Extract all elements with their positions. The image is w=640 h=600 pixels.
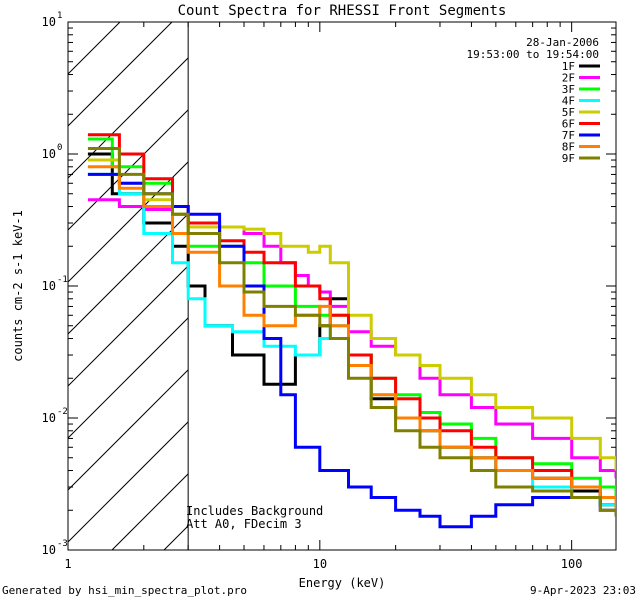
y-tick-label: 10 (42, 279, 56, 293)
footer-generator: Generated by hsi_min_spectra_plot.pro (2, 584, 248, 597)
series-9f (87, 147, 616, 517)
y-tick-exponent: 0 (57, 143, 62, 153)
x-axis-label: Energy (keV) (299, 576, 386, 590)
series-7f (87, 172, 616, 529)
series-4f (87, 172, 616, 511)
y-axis-label-text: counts cm-2 s-1 keV-1 (11, 210, 25, 362)
series-6f (87, 133, 616, 511)
series-lines (87, 133, 616, 529)
y-axis-label: counts cm-2 s-1 keV-1 (11, 210, 25, 362)
annotation-background: Includes Background (186, 504, 323, 518)
x-tick-label: 10 (313, 557, 327, 571)
x-tick-label: 100 (561, 557, 583, 571)
legend-label-9f: 9F (562, 152, 575, 165)
date-label: 28-Jan-2006 (526, 36, 599, 49)
legend-label-7f: 7F (562, 129, 575, 142)
legend-label-8f: 8F (562, 141, 575, 154)
y-tick-label: 10 (42, 543, 56, 557)
time-range-label: 19:53:00 to 19:54:00 (467, 48, 599, 61)
hatch-lines (67, 21, 189, 551)
y-tick-exponent: -3 (57, 539, 68, 549)
chart-title: Count Spectra for RHESSI Front Segments (178, 3, 507, 19)
legend-label-1f: 1F (562, 60, 575, 73)
legend-label-3f: 3F (562, 83, 575, 96)
annotation-attenuator: Att A0, FDecim 3 (186, 517, 302, 531)
legend-label-5f: 5F (562, 106, 575, 119)
legend-label-4f: 4F (562, 95, 575, 108)
attenuator-hatched-region (67, 21, 189, 551)
x-tick-label: 1 (64, 557, 71, 571)
legend-label-2f: 2F (562, 72, 575, 85)
y-tick-label: 10 (42, 147, 56, 161)
y-tick-exponent: -2 (57, 407, 68, 417)
y-tick-exponent: 1 (57, 11, 62, 21)
y-tick-label: 10 (42, 15, 56, 29)
legend-label-6f: 6F (562, 118, 575, 131)
footer-timestamp: 9-Apr-2023 23:03 (530, 584, 636, 597)
y-tick-exponent: -1 (57, 275, 68, 285)
y-tick-label: 10 (42, 411, 56, 425)
